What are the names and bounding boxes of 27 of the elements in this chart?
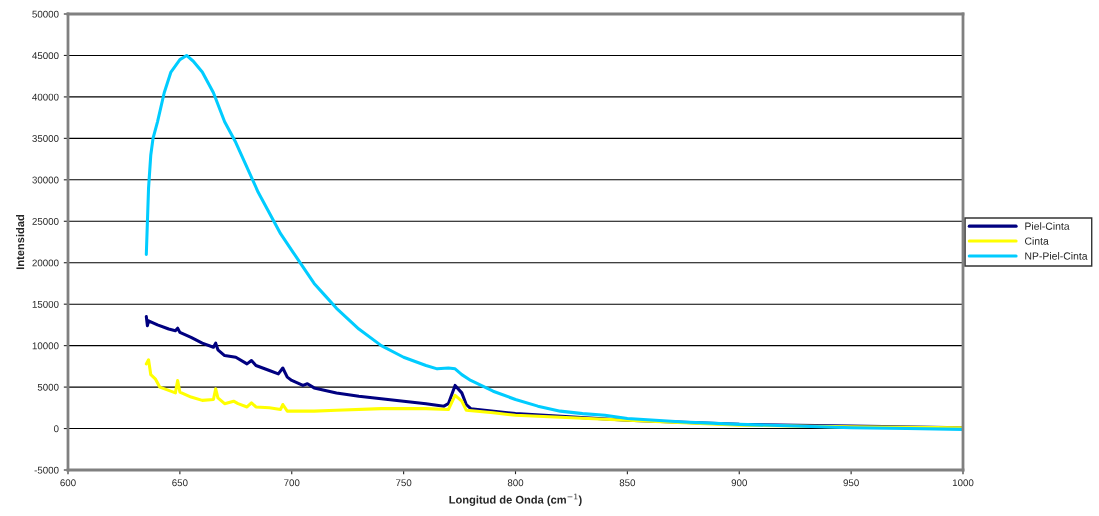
x-tick-label: 950 [843, 479, 859, 487]
y-tick-label: 50000 [32, 10, 59, 18]
x-tick-label: 650 [172, 479, 188, 487]
legend-label: Piel-Cinta [1025, 222, 1070, 230]
x-tick-label: 800 [507, 479, 524, 487]
y-tick-label: 5000 [37, 383, 59, 391]
y-tick-label: 35000 [32, 135, 59, 142]
y-tick-label: 30000 [32, 176, 59, 184]
x-tick-label: 900 [731, 479, 747, 487]
y-tick-label: 25000 [32, 218, 59, 225]
line-series [144, 53, 963, 431]
y-tick-label: 40000 [32, 93, 59, 101]
y-tick-label: 10000 [32, 342, 59, 350]
y-tick-label: 45000 [32, 52, 59, 60]
y-tick-label: 20000 [32, 259, 59, 267]
y-tick-label: 15000 [32, 300, 59, 308]
y-axis-title: Intensidad [16, 214, 25, 270]
x-tick-label: 750 [396, 479, 412, 487]
y-tick-label: 0 [53, 425, 59, 433]
x-axis-title: Longitud de Onda (cm$^{−1}$) [449, 493, 582, 506]
x-tick-label: 600 [60, 479, 76, 487]
legend-label: NP-Piel-Cinta [1025, 252, 1088, 260]
legend-label: Cinta [1024, 237, 1049, 245]
x-tick-label: 1000 [952, 479, 974, 487]
x-tick-label: 700 [284, 479, 300, 487]
x-tick-label: 850 [619, 479, 636, 487]
y-tick-label: -5000 [34, 466, 59, 474]
